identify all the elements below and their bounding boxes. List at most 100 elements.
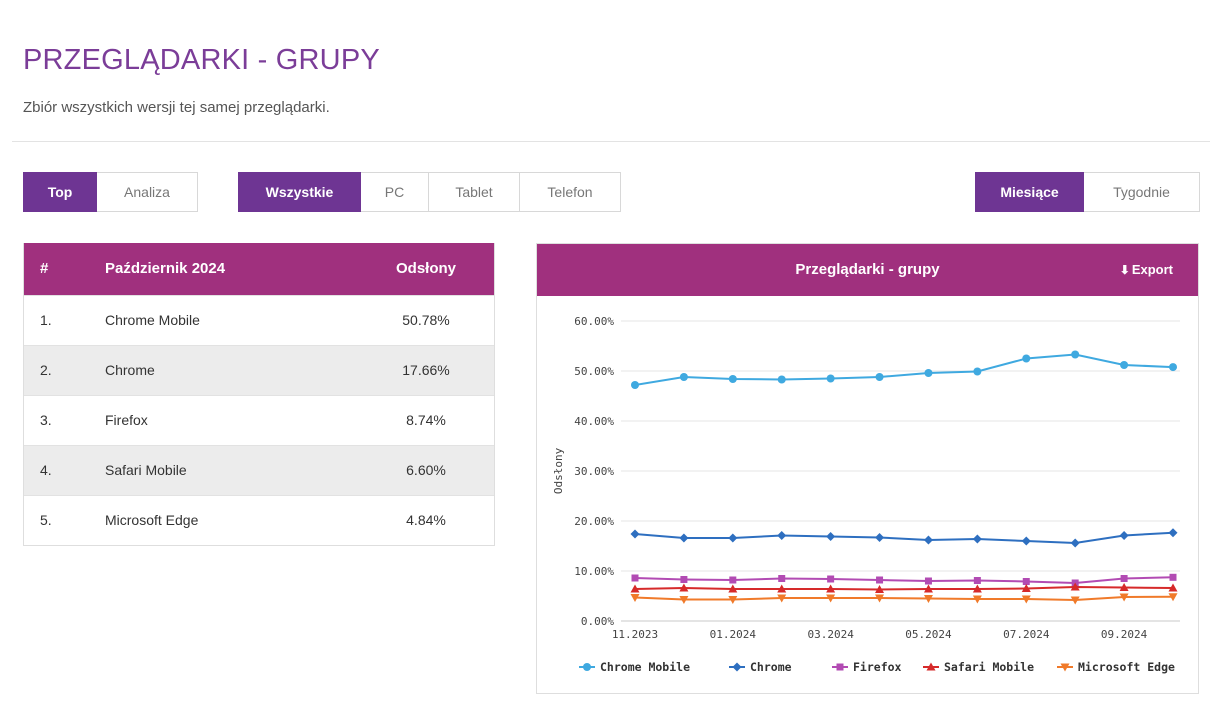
legend-label: Chrome Mobile: [600, 660, 690, 674]
data-point: [1120, 575, 1128, 582]
data-point: [1070, 538, 1080, 548]
data-point: [1119, 593, 1129, 602]
x-tick-label: 07.2024: [1003, 628, 1050, 641]
data-point: [631, 574, 639, 582]
data-point: [777, 584, 787, 593]
data-point: [876, 576, 884, 584]
legend-label: Chrome: [750, 660, 792, 674]
data-point: [972, 584, 982, 593]
data-point: [875, 533, 885, 542]
data-point: [972, 595, 982, 604]
x-tick-label: 05.2024: [905, 628, 952, 641]
row-name: Chrome Mobile: [105, 312, 200, 328]
data-point: [728, 584, 738, 593]
all-devices-button[interactable]: Wszystkie: [238, 172, 361, 212]
phone-button[interactable]: Telefon: [520, 172, 621, 212]
y-axis-label: Odsłony: [552, 447, 565, 494]
row-rank: 1.: [40, 312, 52, 328]
y-tick-label: 60.00%: [574, 315, 614, 328]
views-header: Odsłony: [395, 260, 456, 277]
table-header: # Październik 2024 Odsłony: [24, 243, 494, 295]
chart-title: Przeglądarki - grupy: [795, 261, 940, 278]
data-point: [973, 367, 982, 376]
data-point: [1120, 361, 1129, 369]
data-point: [631, 381, 639, 389]
data-point: [1169, 573, 1177, 581]
row-name: Safari Mobile: [105, 462, 187, 478]
data-point: [1168, 583, 1178, 592]
data-point: [923, 584, 933, 593]
data-point: [1021, 595, 1031, 604]
export-button[interactable]: ⬇ Export: [1120, 244, 1173, 296]
row-rank: 4.: [40, 462, 52, 478]
data-point: [679, 583, 689, 592]
legend-label: Safari Mobile: [944, 660, 1034, 674]
data-point: [923, 535, 933, 545]
data-point: [1119, 531, 1129, 540]
legend-marker: [836, 663, 844, 671]
x-tick-label: 09.2024: [1101, 628, 1148, 641]
data-point: [630, 529, 640, 539]
data-point: [1070, 582, 1080, 591]
data-point: [875, 594, 885, 603]
export-label: Export: [1131, 262, 1173, 277]
period-header: Październik 2024: [105, 260, 226, 277]
data-point: [924, 369, 933, 377]
row-name: Microsoft Edge: [105, 512, 199, 528]
period-toggle: Miesiące Tygodnie: [975, 172, 1200, 212]
row-name: Firefox: [105, 412, 148, 428]
row-value: 50.78%: [402, 312, 450, 328]
top-button[interactable]: Top: [23, 172, 97, 212]
legend-label: Firefox: [853, 660, 902, 674]
data-point: [728, 375, 737, 383]
data-point: [875, 373, 884, 381]
divider: [12, 141, 1210, 142]
series-line: [634, 353, 1174, 386]
data-point: [630, 594, 640, 602]
tablet-button[interactable]: Tablet: [429, 172, 520, 212]
data-point: [679, 373, 688, 381]
pc-button[interactable]: PC: [361, 172, 429, 212]
data-point: [1168, 593, 1178, 602]
x-tick-label: 03.2024: [807, 628, 854, 641]
data-point: [923, 595, 933, 603]
months-button[interactable]: Miesiące: [975, 172, 1084, 212]
view-toggle: Top Analiza: [23, 172, 198, 212]
series-line: [634, 585, 1174, 591]
y-tick-label: 0.00%: [581, 615, 614, 628]
y-tick-label: 20.00%: [574, 515, 614, 528]
data-point: [777, 594, 787, 603]
data-point: [924, 577, 932, 585]
weeks-button[interactable]: Tygodnie: [1084, 172, 1200, 212]
line-chart: 0.00% 10.00% 20.00% 30.00% 40.00% 50.00% 60.00…: [552, 315, 1180, 674]
page-subtitle: Zbiór wszystkich wersji tej samej przegl…: [23, 99, 330, 116]
data-point: [679, 596, 689, 604]
data-point: [679, 533, 689, 543]
table-row: 3. Firefox 8.74%: [24, 395, 494, 445]
chart-panel: Przeglądarki - grupy ⬇ Export 0.00% 10.00%…: [536, 243, 1199, 694]
data-point: [729, 576, 737, 584]
y-tick-label: 10.00%: [574, 565, 614, 578]
row-value: 6.60%: [406, 462, 446, 478]
data-point: [972, 534, 982, 544]
table-row: 2. Chrome 17.66%: [24, 345, 494, 395]
y-tick-label: 30.00%: [574, 465, 614, 478]
ranking-table: # Październik 2024 Odsłony 1. Chrome Mob…: [23, 243, 495, 546]
legend-marker: [1060, 663, 1070, 672]
series-line: [634, 595, 1174, 602]
data-point: [728, 533, 738, 543]
data-point: [826, 374, 835, 383]
row-value: 4.84%: [406, 512, 446, 528]
row-value: 17.66%: [402, 362, 450, 378]
x-tick-label: 01.2024: [710, 628, 757, 641]
table-row: 4. Safari Mobile 6.60%: [24, 445, 494, 495]
data-point: [630, 584, 640, 593]
table-row: 1. Chrome Mobile 50.78%: [24, 295, 494, 345]
page-title: PRZEGLĄDARKI - GRUPY: [23, 44, 380, 76]
data-point: [1022, 354, 1031, 363]
row-name: Chrome: [105, 362, 155, 378]
download-icon: ⬇: [1119, 263, 1130, 277]
legend-marker: [583, 663, 591, 671]
data-point: [826, 532, 836, 541]
analiza-button[interactable]: Analiza: [97, 172, 198, 212]
